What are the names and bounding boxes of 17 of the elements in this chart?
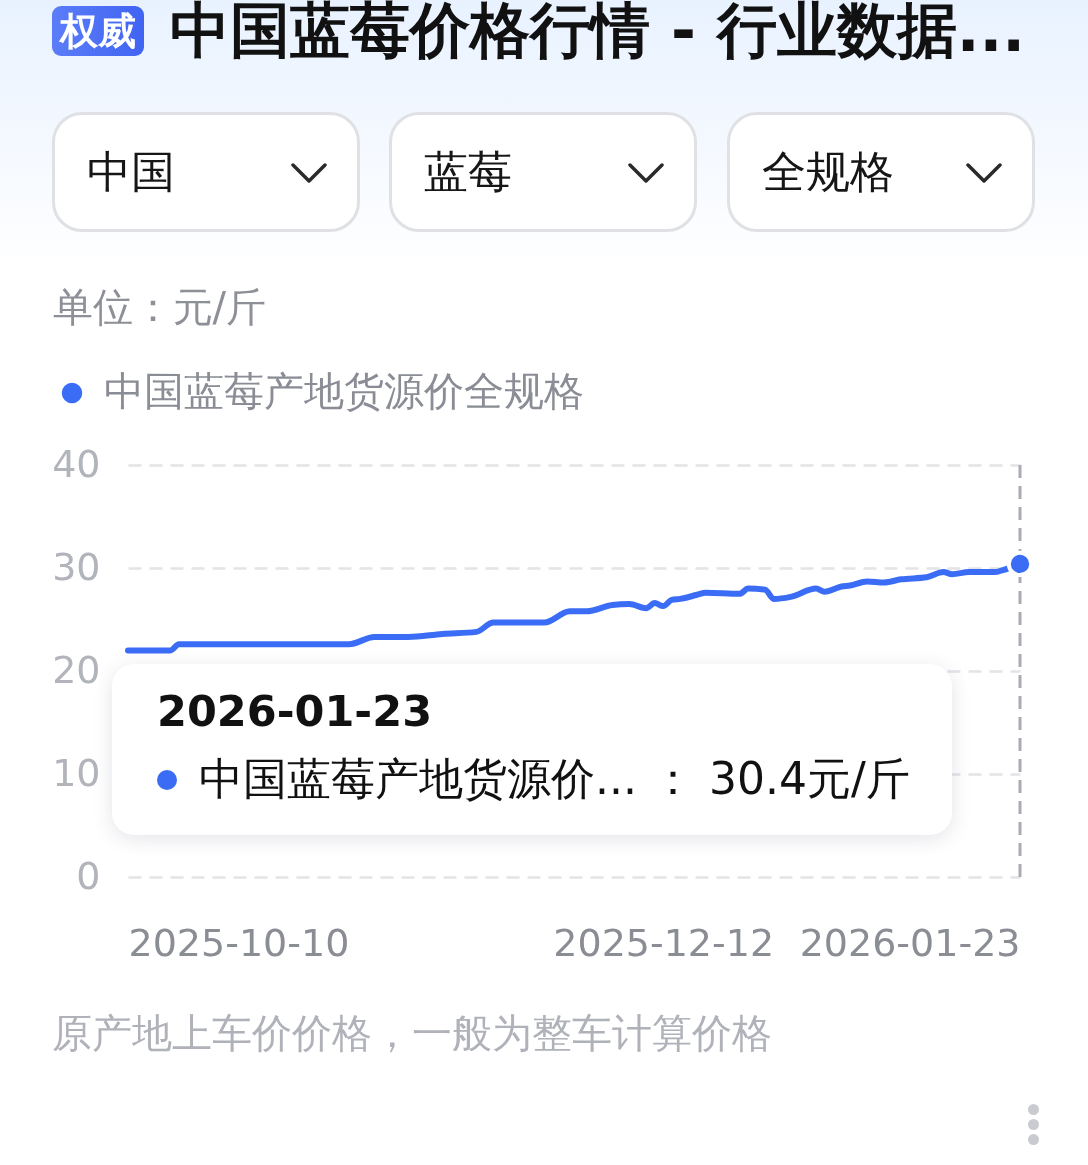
- y-tick-label: 30: [52, 544, 101, 589]
- y-axis-title: 单位：元/斤: [52, 283, 266, 330]
- y-tick-label: 0: [76, 853, 101, 898]
- x-tick-label: 2025-10-10: [128, 920, 350, 965]
- text: 权威: [52, 6, 144, 56]
- y-tick-label: 10: [52, 750, 101, 795]
- legend-label: 中国蓝莓产地货源价全规格: [104, 368, 584, 414]
- annotation: 2026-01-23: [157, 686, 434, 736]
- y-tick-label: 40: [52, 441, 101, 486]
- dropdown-field: 全规格: [727, 112, 1035, 232]
- dropdown-field: 中国: [52, 112, 360, 232]
- x-tick-label: 2026-01-23: [799, 920, 1021, 965]
- text: 原产地上车价价格，一般为整车计算价格: [52, 1009, 772, 1058]
- dropdown-field: 蓝莓: [389, 112, 697, 232]
- y-tick-label: 20: [52, 647, 101, 692]
- x-tick-label: 2025-12-12: [553, 920, 775, 965]
- annotation: 中国蓝莓产地货源价... ： 30.4元/斤: [199, 752, 910, 806]
